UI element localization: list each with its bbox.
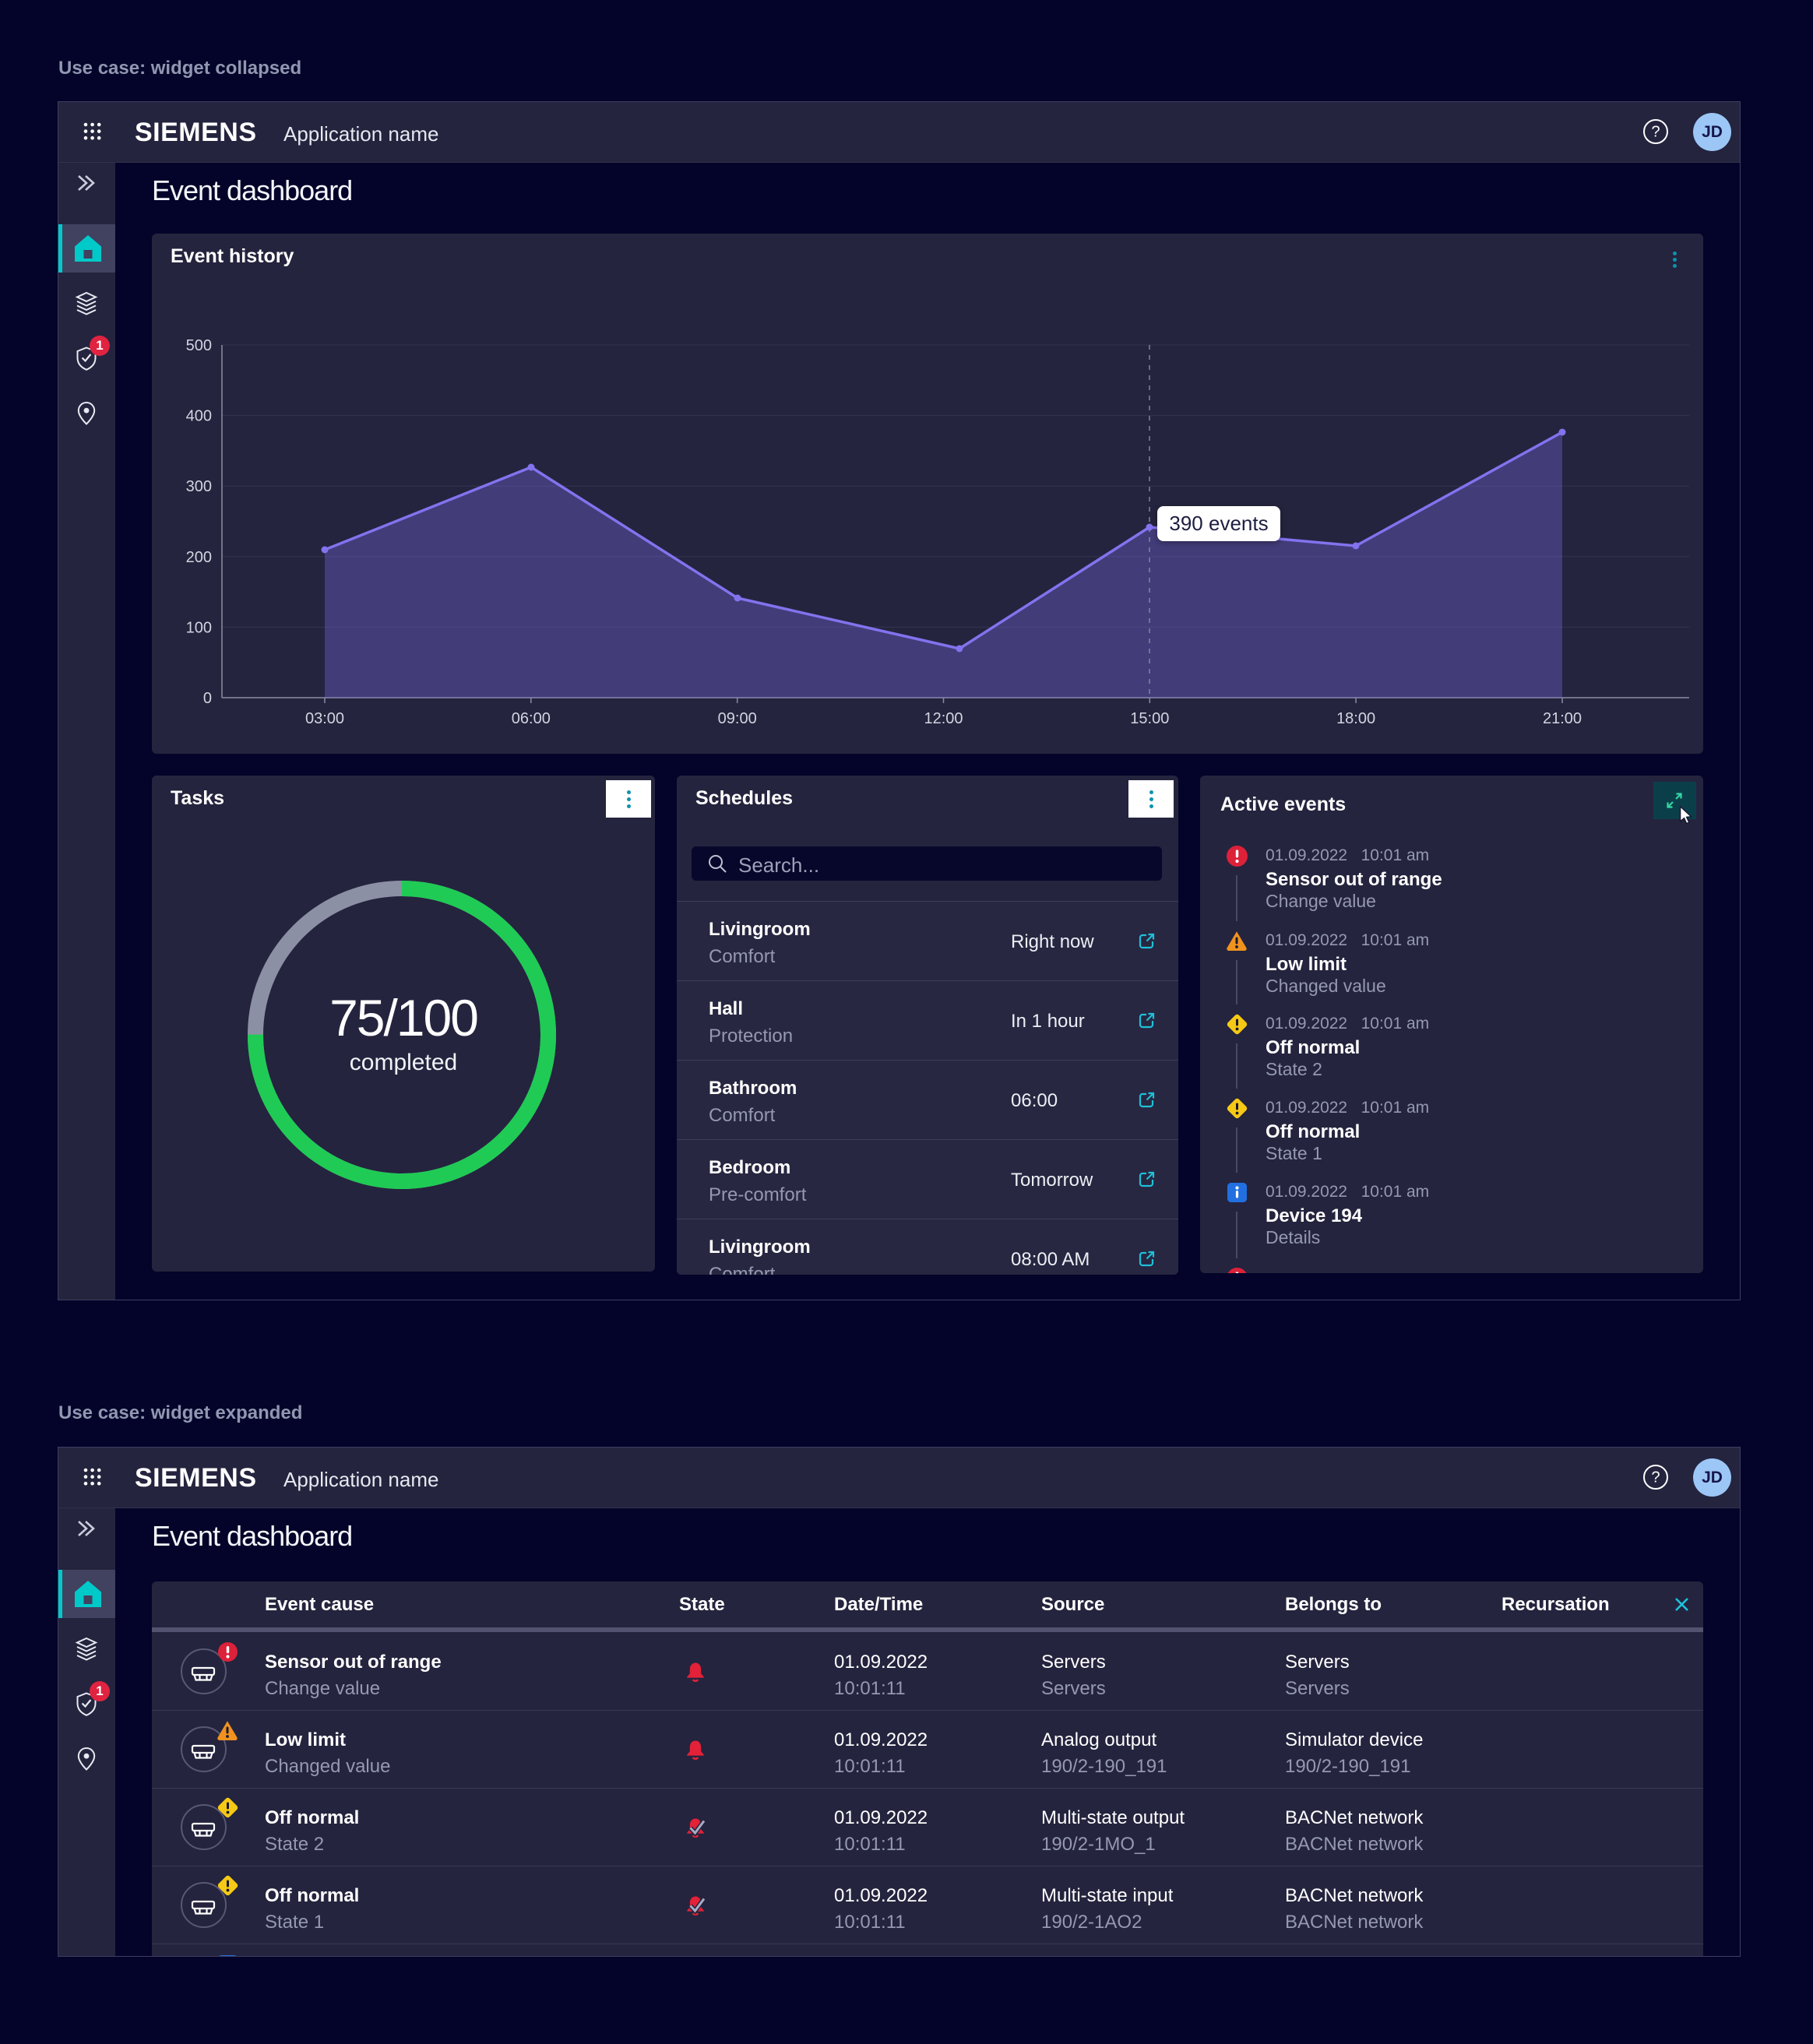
svg-text:03:00: 03:00 [305, 710, 344, 727]
svg-text:18:00: 18:00 [1336, 710, 1375, 727]
svg-text:12:00: 12:00 [924, 710, 963, 727]
svg-text:21:00: 21:00 [1543, 710, 1582, 727]
svg-text:300: 300 [186, 478, 212, 495]
svg-text:0: 0 [203, 690, 212, 707]
svg-text:100: 100 [186, 619, 212, 636]
svg-text:500: 500 [186, 337, 212, 354]
svg-text:?: ? [1651, 124, 1660, 141]
svg-text:06:00: 06:00 [512, 710, 551, 727]
svg-text:200: 200 [186, 549, 212, 566]
svg-text:400: 400 [186, 408, 212, 425]
svg-text:?: ? [1651, 1469, 1660, 1486]
svg-text:09:00: 09:00 [718, 710, 757, 727]
svg-text:15:00: 15:00 [1130, 710, 1169, 727]
